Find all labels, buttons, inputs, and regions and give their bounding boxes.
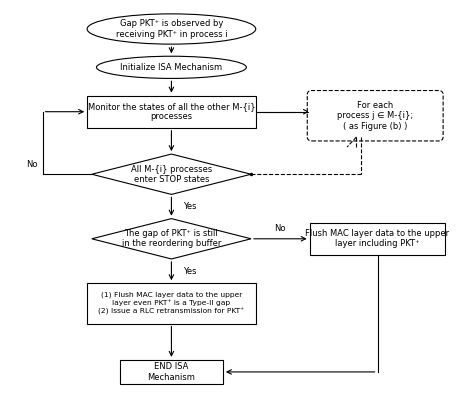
Text: Yes: Yes — [183, 202, 197, 211]
Text: Initialize ISA Mechanism: Initialize ISA Mechanism — [120, 63, 222, 72]
Text: (1) Flush MAC layer data to the upper
layer even PKT⁺ is a Type-II gap
(2) Issue: (1) Flush MAC layer data to the upper la… — [99, 292, 245, 315]
Text: All M-{i} processes
enter STOP states: All M-{i} processes enter STOP states — [131, 164, 212, 184]
Text: Gap PKT⁺ is observed by
receiving PKT⁺ in process i: Gap PKT⁺ is observed by receiving PKT⁺ i… — [116, 19, 227, 39]
Text: No: No — [27, 160, 38, 169]
Text: END ISA
Mechanism: END ISA Mechanism — [147, 362, 195, 382]
Text: Flush MAC layer data to the upper
layer including PKT⁺: Flush MAC layer data to the upper layer … — [305, 229, 450, 249]
Text: The gap of PKT⁺ is still
in the reordering buffer: The gap of PKT⁺ is still in the reorderi… — [122, 229, 221, 249]
Text: Yes: Yes — [183, 267, 197, 276]
Text: No: No — [274, 224, 286, 233]
Text: Monitor the states of all the other M-{i}
processes: Monitor the states of all the other M-{i… — [88, 102, 255, 121]
Text: For each
process j ∈ M-{i};
( as Figure (b) ): For each process j ∈ M-{i}; ( as Figure … — [337, 101, 413, 130]
